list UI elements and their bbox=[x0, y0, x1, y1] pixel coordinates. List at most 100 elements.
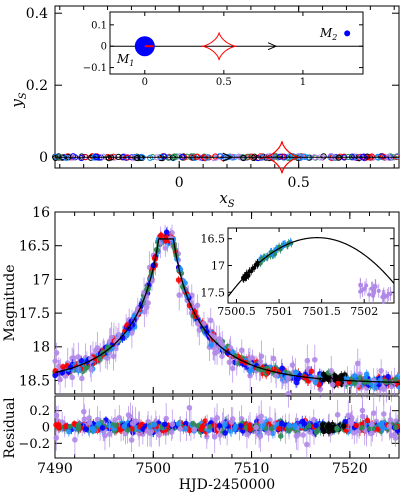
data-point bbox=[163, 229, 170, 235]
residual-point bbox=[94, 416, 101, 423]
inset-x-tick-label: 7500.5 bbox=[217, 305, 256, 318]
data-point bbox=[273, 372, 279, 379]
residual-point bbox=[128, 437, 135, 443]
source-position-marker bbox=[52, 154, 59, 162]
residual-point bbox=[83, 426, 89, 433]
residual-point bbox=[380, 411, 387, 417]
residual-point bbox=[186, 404, 193, 411]
inset-y-tick-label: 0.1 bbox=[91, 20, 107, 31]
y-tick-label: 0 bbox=[39, 150, 48, 166]
residual-point bbox=[320, 428, 327, 435]
data-point bbox=[145, 300, 151, 306]
residual-point bbox=[72, 436, 78, 443]
y-tick-label: 0.4 bbox=[26, 6, 48, 22]
data-point bbox=[229, 365, 236, 372]
inset-data-point bbox=[358, 283, 363, 288]
data-point bbox=[234, 360, 241, 366]
data-point bbox=[194, 302, 201, 309]
data-point bbox=[83, 364, 90, 371]
data-point bbox=[216, 336, 223, 342]
data-point bbox=[176, 292, 183, 298]
inset-model-curve bbox=[227, 237, 395, 297]
source-position-marker bbox=[201, 154, 208, 161]
residual-point bbox=[106, 431, 113, 437]
residual-point bbox=[353, 422, 360, 429]
geometry-xlabel: xS bbox=[219, 189, 234, 210]
data-point bbox=[57, 376, 63, 383]
inset-data-point bbox=[376, 288, 381, 293]
inset-x-tick-label: 7501.5 bbox=[302, 305, 341, 318]
data-point bbox=[378, 367, 384, 374]
residual-point bbox=[156, 432, 162, 438]
residual-point bbox=[259, 422, 265, 429]
lightcurve-ylabel: Magnitude bbox=[2, 264, 18, 341]
lightcurve-points bbox=[52, 224, 400, 408]
x-tick-label: 7520 bbox=[332, 461, 368, 477]
data-point bbox=[382, 378, 389, 385]
data-point bbox=[370, 377, 377, 384]
data-point bbox=[113, 338, 119, 345]
lightcurve-model bbox=[54, 238, 400, 383]
geometry-tick-labels: 0 0.2 0.4 0 0.5 bbox=[26, 6, 310, 191]
data-point bbox=[285, 375, 291, 381]
geometry-caustic bbox=[264, 140, 300, 174]
data-point bbox=[289, 362, 296, 368]
residual-point bbox=[151, 421, 158, 428]
data-point bbox=[320, 371, 327, 378]
residual-point bbox=[202, 418, 208, 424]
residual-point bbox=[247, 426, 254, 432]
data-point bbox=[232, 353, 239, 359]
residual-point bbox=[140, 426, 147, 432]
data-point bbox=[129, 330, 135, 336]
data-point bbox=[141, 309, 148, 315]
source-position-marker bbox=[134, 154, 141, 162]
data-point bbox=[69, 374, 75, 381]
inset-trajectory-arrow bbox=[267, 42, 278, 51]
source-position-marker bbox=[285, 153, 292, 160]
data-point bbox=[257, 358, 264, 365]
data-point bbox=[304, 357, 311, 364]
residual-point bbox=[345, 412, 352, 419]
residual-point bbox=[191, 426, 197, 433]
data-point bbox=[328, 368, 335, 374]
residual-point bbox=[177, 426, 184, 432]
y-tick-label: 0 bbox=[42, 421, 50, 436]
residual-point bbox=[53, 412, 60, 419]
residual-point bbox=[222, 430, 229, 436]
residual-point bbox=[301, 420, 308, 427]
data-point bbox=[207, 317, 214, 324]
data-point bbox=[167, 235, 174, 241]
source-position-marker bbox=[277, 153, 284, 160]
residual-point bbox=[53, 435, 60, 441]
inset-y-tick-label: 16.5 bbox=[201, 233, 226, 246]
residual-point bbox=[112, 417, 118, 423]
residual-point bbox=[80, 408, 87, 415]
residual-point bbox=[268, 425, 275, 432]
residual-point bbox=[217, 432, 224, 438]
y-tick-label: 17 bbox=[32, 272, 50, 288]
residual-point bbox=[238, 423, 244, 429]
inset-x-tick-label: 0.5 bbox=[216, 77, 232, 88]
x-tick-label: 0 bbox=[175, 175, 184, 191]
residual-point bbox=[55, 421, 62, 428]
residual-point bbox=[375, 426, 381, 432]
inset-data-point bbox=[369, 286, 374, 291]
data-point bbox=[293, 379, 300, 386]
residual-point bbox=[163, 415, 169, 422]
inset-data-point bbox=[362, 286, 367, 291]
residual-points bbox=[53, 396, 400, 458]
residual-point bbox=[238, 416, 245, 422]
residual-point bbox=[257, 433, 264, 440]
residual-point bbox=[392, 424, 399, 431]
residual-point bbox=[276, 425, 282, 432]
residual-point bbox=[81, 416, 88, 422]
y-tick-label: 17.5 bbox=[19, 306, 50, 322]
inset-x-tick-label: 0 bbox=[142, 77, 148, 88]
source-position-marker bbox=[262, 154, 270, 161]
lightcurve-inset-model bbox=[227, 237, 395, 297]
residual-point bbox=[310, 416, 317, 423]
source-position-marker bbox=[131, 155, 138, 162]
y-tick-label: 0.2 bbox=[29, 404, 50, 419]
residual-point bbox=[324, 424, 331, 430]
